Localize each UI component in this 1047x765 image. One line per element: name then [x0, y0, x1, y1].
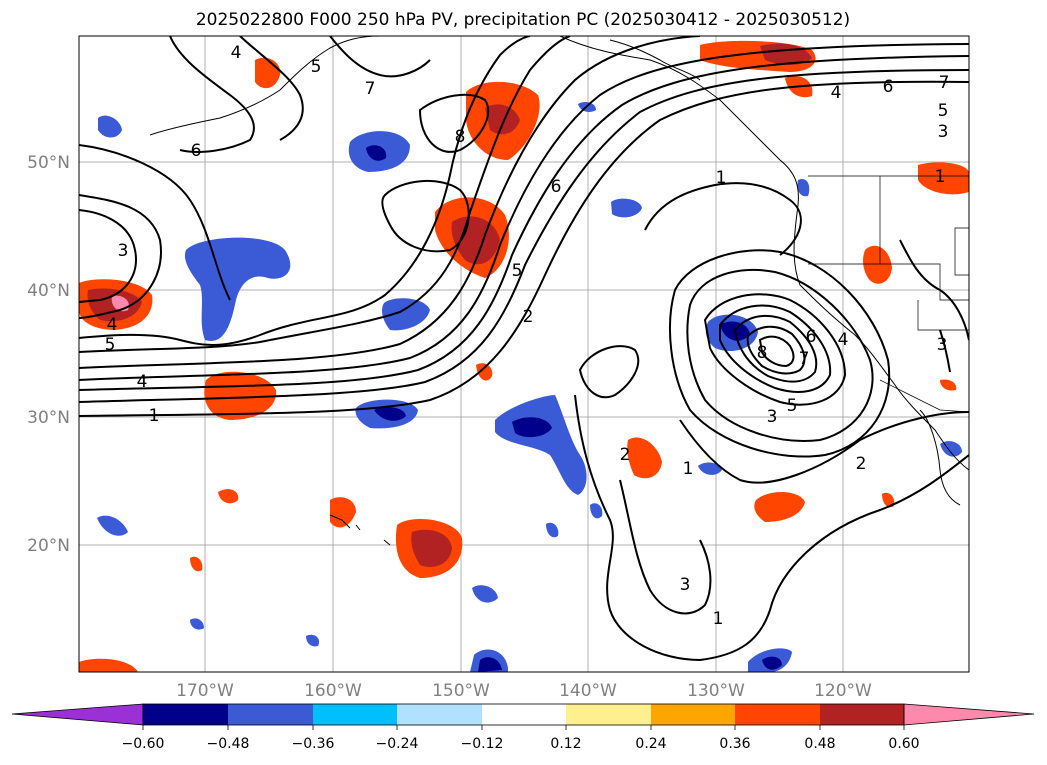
- lon-label-120w: 120°W: [814, 681, 872, 701]
- pv-contour-labels: 4 5 7 8 6 3 4 5 4 1 6 5 2 1 8 7 6 4 3 5 …: [105, 43, 950, 629]
- lon-label-150w: 150°W: [432, 681, 490, 701]
- contour-label: 6: [883, 77, 894, 97]
- contour-label: 3: [937, 335, 948, 355]
- colorbar-tick: 0.60: [888, 736, 919, 752]
- contour-label: 1: [935, 167, 946, 187]
- colorbar-tick: −0.24: [376, 736, 419, 752]
- colorbar-segment: [735, 704, 820, 725]
- colorbar-extend-high: [903, 703, 1035, 726]
- map-title: 2025022800 F000 250 hPa PV, precipitatio…: [196, 10, 850, 30]
- contour-label: 4: [831, 83, 842, 103]
- contour-label: 8: [455, 127, 466, 147]
- contour-label: 1: [716, 168, 727, 188]
- contour-label: 4: [838, 330, 849, 350]
- lon-label-170w: 170°W: [176, 681, 234, 701]
- colorbar-segment: [143, 704, 228, 725]
- pv-contours: [79, 36, 969, 662]
- contour-label: 2: [856, 454, 867, 474]
- map-border: [78, 35, 970, 673]
- lat-label-20n: 20°N: [27, 536, 70, 556]
- contour-label: 2: [620, 445, 631, 465]
- contour-label: 2: [523, 307, 534, 327]
- contour-label: 1: [713, 609, 724, 629]
- colorbar-segment: [228, 704, 313, 725]
- colorbar-tick: 0.36: [719, 736, 750, 752]
- lat-label-40n: 40°N: [27, 281, 70, 301]
- colorbar-extend-low: [11, 703, 144, 726]
- contour-label: 3: [767, 407, 778, 427]
- contour-label: 5: [512, 261, 523, 281]
- contour-label: 5: [105, 335, 116, 355]
- colorbar-segment: [651, 704, 735, 725]
- contour-label: 7: [365, 79, 376, 99]
- colorbar-segment: [482, 704, 566, 725]
- colorbar-tick: −0.36: [292, 736, 335, 752]
- colorbar-tick: −0.48: [207, 736, 250, 752]
- contour-label: 3: [680, 575, 691, 595]
- lon-label-130w: 130°W: [687, 681, 745, 701]
- contour-label: 7: [939, 73, 950, 93]
- contour-label: 6: [806, 327, 817, 347]
- negative-precip-shading: [97, 102, 962, 672]
- contour-label: 8: [757, 343, 768, 363]
- colorbar-segment: [820, 704, 904, 725]
- longitude-labels: 170°W 160°W 150°W 140°W 130°W 120°W: [176, 681, 872, 701]
- contour-label: 3: [938, 122, 949, 142]
- political-borders: [808, 175, 969, 413]
- map-content: 4 5 7 8 6 3 4 5 4 1 6 5 2 1 8 7 6 4 3 5 …: [79, 36, 969, 672]
- coastlines: [149, 36, 969, 546]
- contour-label: 5: [938, 101, 949, 121]
- lon-label-160w: 160°W: [304, 681, 362, 701]
- colorbar-tick: 0.24: [635, 736, 666, 752]
- colorbar-tick: 0.48: [804, 736, 835, 752]
- contour-label: 5: [311, 57, 322, 77]
- contour-label: 5: [787, 396, 798, 416]
- contour-label: 3: [118, 241, 129, 261]
- lon-label-140w: 140°W: [559, 681, 617, 701]
- contour-label: 6: [191, 141, 202, 161]
- latitude-labels: 50°N 40°N 30°N 20°N: [27, 153, 70, 556]
- contour-label: 4: [107, 315, 118, 335]
- colorbar-tick: −0.12: [461, 736, 504, 752]
- colorbar-tick: −0.60: [122, 736, 165, 752]
- lat-label-30n: 30°N: [27, 408, 70, 428]
- contour-label: 4: [231, 43, 242, 63]
- contour-label: 1: [149, 406, 160, 426]
- colorbar-segment: [566, 704, 651, 725]
- colorbar: −0.60 −0.48 −0.36 −0.24 −0.12 0.12 0.24 …: [11, 703, 1035, 752]
- contour-label: 6: [551, 177, 562, 197]
- contour-label: 1: [683, 459, 694, 479]
- colorbar-tick: 0.12: [550, 736, 581, 752]
- contour-label: 7: [799, 349, 810, 369]
- colorbar-segment: [397, 704, 482, 725]
- contour-label: 4: [137, 372, 148, 392]
- lat-label-50n: 50°N: [27, 153, 70, 173]
- colorbar-segment: [313, 704, 397, 725]
